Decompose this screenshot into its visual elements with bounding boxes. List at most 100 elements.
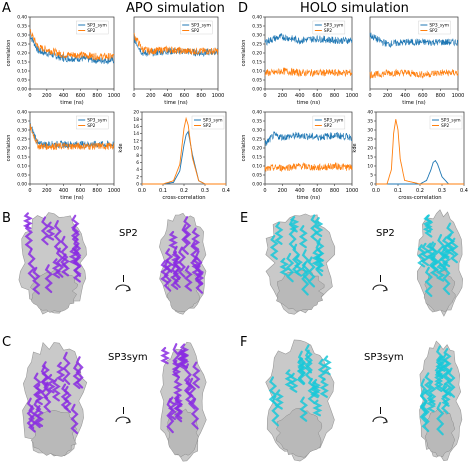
x-tick-label: 0.3	[438, 188, 446, 194]
y-tick-label: 0.00	[17, 182, 27, 188]
rotation-symbol-c: I	[115, 406, 131, 424]
y-tick-label: 35	[367, 119, 373, 125]
y-tick-label: 0.10	[17, 69, 27, 75]
y-tick-label: 20	[367, 146, 373, 152]
y-tick-label: 0.25	[17, 42, 27, 48]
helix-ribbon	[70, 214, 80, 241]
svg-text:I: I	[379, 274, 382, 285]
helix-ribbon	[55, 247, 64, 278]
helix-ribbon	[435, 263, 446, 282]
x-tick-label: 1000	[346, 188, 359, 194]
helix-ribbon	[426, 394, 437, 413]
panel-letter-d: D	[238, 1, 248, 16]
helix-ribbon	[274, 221, 284, 245]
y-tick-label: 0.20	[17, 51, 27, 57]
helix-ribbon	[423, 372, 433, 398]
legend-label: SP2	[87, 123, 95, 129]
helix-ribbon	[163, 259, 172, 292]
helix-ribbon	[172, 245, 181, 281]
y-tick-label: 0.30	[17, 33, 27, 39]
x-tick-label: 0.4	[460, 188, 468, 194]
x-tick-label: 600	[76, 93, 86, 99]
y-tick-label: 16	[133, 124, 139, 130]
x-tick-label: 800	[330, 188, 340, 194]
helix-ribbon	[314, 217, 324, 237]
y-tick-label: 0.15	[252, 155, 262, 161]
helix-ribbon	[171, 359, 182, 379]
y-tick-label: 0.05	[17, 78, 27, 84]
helix-ribbon	[307, 256, 316, 288]
density-map-lower	[166, 408, 199, 458]
x-tick-label: 1000	[108, 188, 121, 194]
helix-ribbon	[424, 266, 433, 297]
helix-ribbon	[56, 361, 66, 383]
y-tick-label: 0.05	[252, 173, 262, 179]
helix-ribbon	[60, 383, 70, 411]
helix-ribbon	[22, 212, 33, 230]
chart-d-3: 0 200 400 600 800 1000 time (ns) 0.00 0.05 0.10 0.…	[241, 110, 358, 201]
helix-ribbon	[269, 234, 279, 260]
x-tick-label: 200	[42, 93, 52, 99]
apo-title: APO simulation	[126, 1, 225, 16]
helix-ribbon	[24, 223, 34, 250]
helix-ribbon	[419, 378, 428, 415]
y-tick-label: 0.00	[17, 87, 27, 93]
series-line-sp2	[142, 116, 226, 185]
helix-ribbon	[191, 398, 200, 430]
helix-ribbon	[60, 235, 69, 269]
x-tick-label: 1000	[212, 93, 225, 99]
helix-ribbon	[292, 243, 301, 276]
x-tick-label: 400	[400, 93, 410, 99]
rotation-symbol-e: I	[372, 274, 388, 292]
x-tick-label: 0.0	[138, 188, 146, 194]
helix-ribbon	[417, 244, 427, 268]
legend-label: SP2	[203, 123, 211, 129]
y-tick-label: 0	[136, 182, 139, 188]
helix-ribbon	[434, 365, 444, 390]
helix-ribbon	[190, 241, 199, 268]
y-tick-label: 0.40	[252, 110, 262, 116]
helix-ribbon	[304, 349, 313, 381]
series-line-sp2	[376, 119, 464, 185]
structure-e-side	[417, 209, 464, 317]
x-tick-label: 200	[278, 188, 288, 194]
x-tick-label: 800	[330, 93, 340, 99]
y-tick-label: 0.25	[252, 137, 262, 143]
helix-ribbon	[427, 380, 437, 406]
helix-ribbon	[436, 234, 446, 269]
helix-ribbon	[51, 258, 62, 279]
helix-ribbon	[307, 377, 317, 404]
y-tick-label: 20	[133, 110, 139, 116]
y-tick-label: 0.20	[252, 51, 262, 57]
helix-ribbon	[32, 266, 41, 295]
helix-ribbon	[160, 260, 170, 284]
y-tick-label: 2	[136, 174, 139, 180]
x-tick-label: 0	[263, 188, 266, 194]
x-tick-label: 0.1	[159, 188, 167, 194]
helix-ribbon	[168, 230, 178, 250]
y-axis-label: correlation	[241, 135, 247, 162]
model-label-f: SP3sym	[364, 352, 404, 363]
helix-ribbon	[434, 370, 444, 393]
svg-text:I: I	[122, 406, 125, 417]
structure-c-front	[22, 341, 88, 457]
x-tick-label: 0	[368, 93, 371, 99]
structure-e-front	[265, 213, 336, 315]
helix-ribbon	[421, 401, 430, 433]
legend-label: SP3_sym	[441, 118, 461, 124]
x-tick-label: 200	[278, 93, 288, 99]
x-tick-label: 400	[59, 93, 69, 99]
helix-ribbon	[72, 257, 82, 283]
structure-b-side	[159, 212, 207, 315]
x-axis-label: time (ns)	[297, 100, 320, 106]
y-tick-label: 10	[133, 146, 139, 152]
y-tick-label: 0.40	[17, 15, 27, 21]
legend-label: SP3_sym	[324, 23, 344, 29]
x-axis-label: time (ns)	[402, 100, 425, 106]
helix-ribbon	[289, 216, 300, 233]
helix-ribbon	[71, 223, 80, 255]
helix-ribbon	[442, 245, 451, 268]
